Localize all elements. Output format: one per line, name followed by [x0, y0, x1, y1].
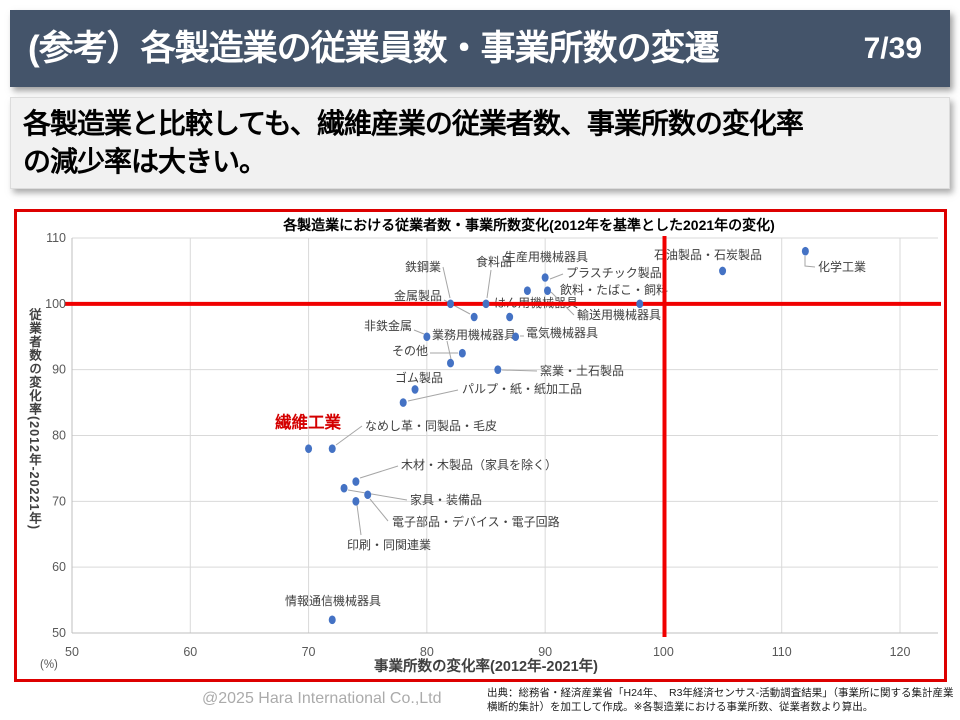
data-point — [447, 358, 455, 368]
subtitle-line-2: の減少率は大きい。 — [23, 146, 267, 177]
copyright: @2025 Hara International Co.,Ltd — [202, 690, 442, 707]
x-tick-label: 60 — [183, 645, 197, 659]
x-tick-label: 50 — [65, 645, 79, 659]
point-label: 印刷・同関連業 — [347, 538, 431, 552]
data-point — [494, 365, 502, 374]
point-label: 化学工業 — [818, 259, 866, 274]
leader-line — [407, 389, 459, 402]
point-label: ゴム製品 — [395, 370, 443, 385]
y-tick-label: 90 — [52, 363, 66, 377]
x-tick-label: 70 — [302, 645, 316, 659]
unit-label: (%) — [40, 659, 58, 671]
point-label: その他 — [392, 344, 428, 358]
point-label: 電子部品・デバイス・電子回路 — [392, 514, 560, 529]
leader-line — [335, 425, 363, 446]
data-point — [340, 483, 348, 493]
x-tick-label: 110 — [772, 645, 792, 659]
data-point — [512, 332, 520, 342]
x-tick-label: 100 — [653, 645, 674, 659]
point-label: 輸送用機械器具 — [577, 307, 661, 322]
y-tick-label: 60 — [52, 560, 66, 574]
y-tick-label: 70 — [52, 494, 66, 508]
point-label: 情報通信機械器具 — [285, 593, 381, 608]
chart-title: 各製造業における従業者数・事業所数変化(2012年を基準とした2021年の変化) — [282, 217, 775, 233]
point-label: 鉄鋼業 — [405, 259, 441, 274]
data-point — [636, 299, 644, 309]
data-point — [411, 385, 419, 394]
slide-header: (参考）各製造業の従業員数・事業所数の変遷 7/39 — [10, 10, 950, 87]
data-point — [352, 497, 360, 506]
leader-line — [413, 329, 425, 335]
point-label: 家具・装備品 — [410, 492, 482, 507]
point-label: 木材・木製品（家具を除く） — [401, 457, 557, 472]
point-label: 窯業・土石製品 — [540, 363, 624, 378]
subtitle-box: 各製造業と比較しても、繊維産業の従業者数、事業所数の変化率 の減少率は大きい。 — [10, 97, 950, 189]
data-point — [523, 286, 531, 295]
leader-line — [359, 465, 399, 479]
data-point — [506, 312, 514, 322]
data-point — [482, 299, 490, 309]
x-tick-label: 90 — [538, 645, 552, 659]
data-point — [458, 348, 466, 358]
leader-line — [486, 269, 492, 299]
point-label: プラスチック製品 — [566, 266, 662, 280]
point-label: なめし革・同製品・毛皮 — [365, 419, 497, 433]
point-label: 業務用機械器具 — [432, 327, 516, 342]
point-label: 繊維工業 — [275, 412, 342, 432]
point-label: 飲料・たばこ・飼料 — [560, 282, 668, 297]
page-number: 7/39 — [863, 32, 922, 65]
leader-line — [501, 369, 538, 372]
leader-line — [369, 498, 389, 522]
leader-line — [347, 489, 408, 501]
x-axis-label: 事業所数の変化率(2012年-2021年) — [374, 657, 598, 675]
data-point — [544, 286, 552, 295]
leader-line — [446, 340, 452, 360]
point-label: 石油製品・石炭製品 — [654, 248, 762, 262]
leader-line — [442, 266, 451, 299]
data-point — [305, 444, 313, 453]
data-point — [399, 398, 407, 407]
y-tick-label: 50 — [52, 626, 66, 640]
data-point — [801, 246, 809, 256]
chart-container: 鉄鋼業食料品金属製品はん用機械器具生産用機械器具プラスチック製品輸送用機械器具飲… — [14, 209, 947, 682]
source-line-1: 出典：総務省・経済産業省「H24年、 R3年経済センサス-活動調査結果」（事業所… — [487, 687, 954, 699]
y-tick-label: 100 — [45, 297, 66, 311]
source-line-2: 横断的集計）を加工して作成。※各製造業における事業所数、従業者数より算出。 — [487, 700, 874, 713]
data-point — [470, 312, 478, 322]
data-point — [352, 477, 360, 486]
x-tick-label: 120 — [890, 645, 911, 659]
leader-line — [804, 256, 816, 268]
slide-title: (参考）各製造業の従業員数・事業所数の変遷 — [28, 29, 720, 68]
leader-line — [356, 504, 362, 536]
point-label: 食料品 — [476, 254, 512, 269]
leader-line — [549, 273, 564, 280]
x-tick-label: 80 — [420, 645, 434, 659]
point-label: パルプ・紙・紙加工品 — [462, 381, 582, 396]
source-note: 出典：総務省・経済産業省「H24年、 R3年経済センサス-活動調査結果」（事業所… — [487, 687, 954, 714]
subtitle-line-1: 各製造業と比較しても、繊維産業の従業者数、事業所数の変化率 — [23, 108, 804, 139]
point-label: 非鉄金属 — [364, 318, 412, 333]
point-label: 生産用機械器具 — [504, 249, 588, 264]
data-point — [719, 266, 727, 276]
data-point — [364, 490, 372, 500]
data-point — [423, 332, 431, 342]
scatter-chart: 鉄鋼業食料品金属製品はん用機械器具生産用機械器具プラスチック製品輸送用機械器具飲… — [40, 217, 941, 675]
y-axis-label: 従業者数の変化率(2012年-20221年) — [27, 308, 41, 531]
data-point — [447, 299, 455, 309]
point-label: 電気機械器具 — [526, 325, 598, 340]
y-tick-label: 110 — [46, 231, 66, 245]
data-point — [328, 615, 336, 625]
data-point — [541, 273, 549, 282]
point-label: 金属製品 — [394, 288, 442, 303]
data-point — [328, 444, 336, 453]
y-tick-label: 80 — [52, 429, 66, 443]
